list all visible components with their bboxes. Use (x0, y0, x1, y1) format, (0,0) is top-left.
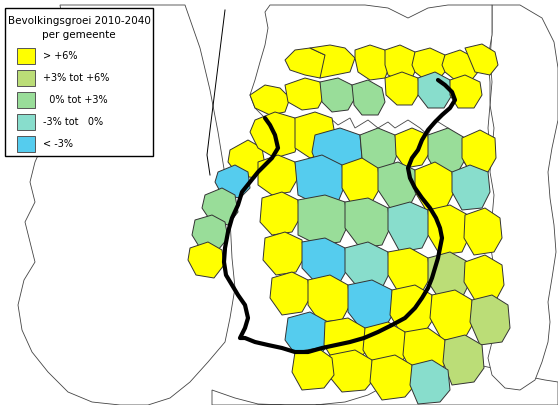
Bar (17, 48, 35, 64)
Bar (17, 136, 35, 152)
Text: per gemeente: per gemeente (42, 30, 116, 40)
Bar (17, 114, 35, 130)
Text: +3% tot +6%: +3% tot +6% (43, 73, 109, 83)
Text: < -3%: < -3% (43, 139, 73, 149)
Text: > +6%: > +6% (43, 51, 78, 61)
Text: Bevolkingsgroei 2010-2040: Bevolkingsgroei 2010-2040 (8, 16, 151, 26)
Bar (17, 92, 35, 108)
Text: -3% tot   0%: -3% tot 0% (43, 117, 103, 127)
Bar (17, 70, 35, 86)
Polygon shape (18, 5, 235, 405)
Polygon shape (488, 5, 558, 390)
Bar (5, 8, 153, 156)
Text: 0% tot +3%: 0% tot +3% (43, 95, 108, 105)
Polygon shape (212, 362, 558, 405)
Polygon shape (250, 5, 492, 180)
